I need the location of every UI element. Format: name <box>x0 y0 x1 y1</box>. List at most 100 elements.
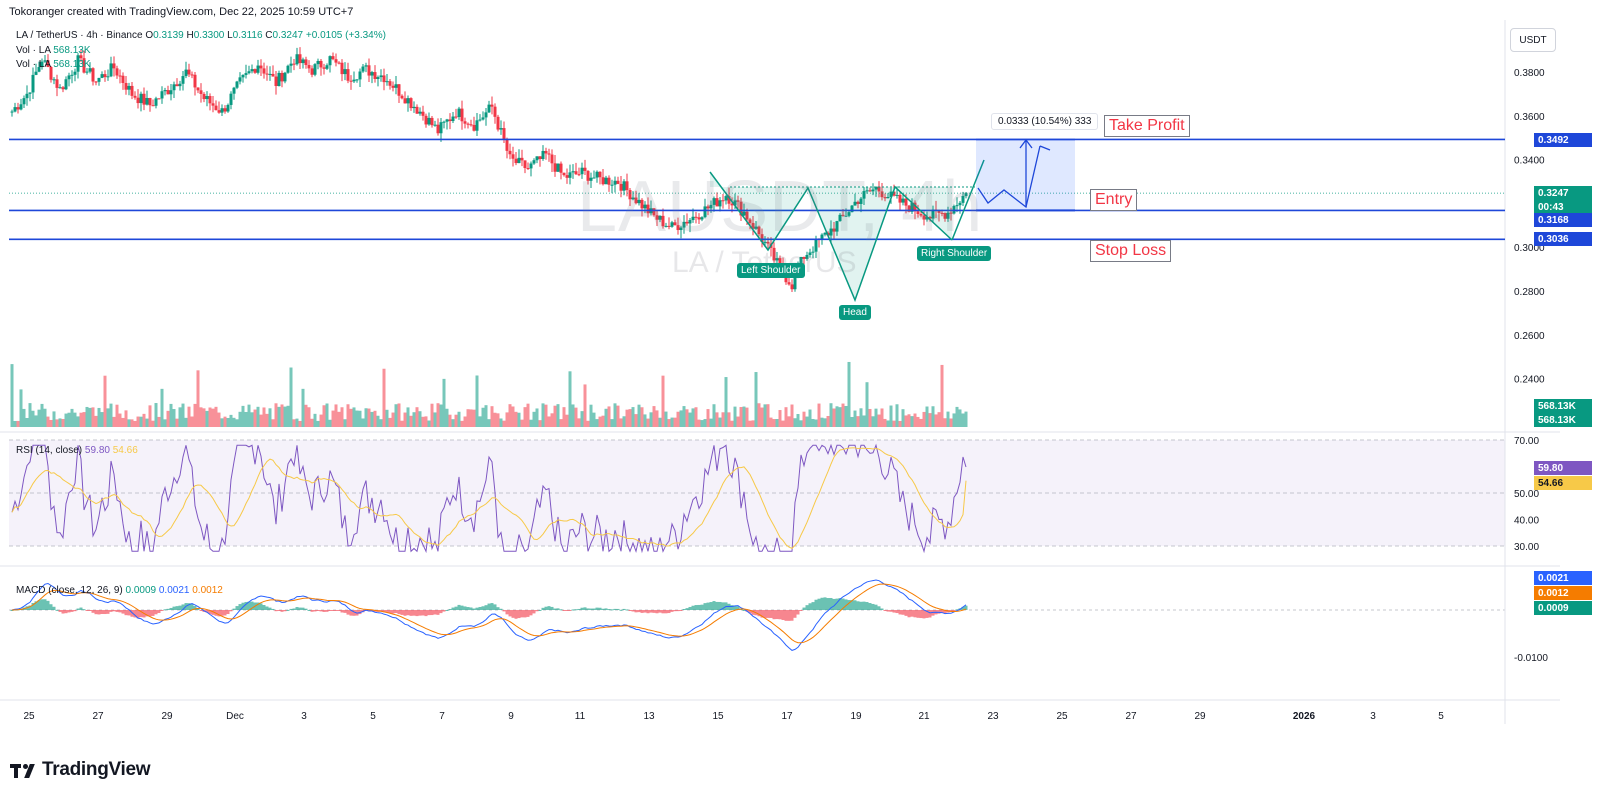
candle <box>157 98 161 100</box>
right-shoulder-label[interactable]: Right Shoulder <box>917 246 992 261</box>
candle <box>193 74 197 88</box>
volume-legend-1[interactable]: Vol · LA 568.13K <box>16 45 91 56</box>
candle <box>466 123 470 125</box>
macd-histogram-bar <box>757 610 761 617</box>
price-axis-tick: 0.2400 <box>1514 375 1545 386</box>
stop-loss-label[interactable]: Stop Loss <box>1090 240 1172 262</box>
volume-bar <box>601 415 605 427</box>
volume-bar <box>397 403 401 427</box>
rsi-legend[interactable]: RSI (14, close) 59.80 54.66 <box>16 445 138 456</box>
change-value: +0.0105 (+3.34%) <box>305 30 386 41</box>
candle <box>76 55 80 72</box>
currency-button[interactable]: USDT <box>1510 28 1556 52</box>
volume-bar <box>562 407 566 427</box>
macd-histogram-bar <box>103 610 107 615</box>
rsi-axis-tick: 40.00 <box>1514 516 1539 527</box>
candle <box>85 71 89 73</box>
volume-bar <box>13 420 17 427</box>
candle <box>37 67 41 72</box>
candle <box>391 85 395 88</box>
macd-histogram-bar <box>961 606 965 610</box>
macd-histogram-bar <box>265 606 269 610</box>
candle <box>568 172 572 178</box>
macd-histogram-bar <box>706 602 710 610</box>
macd-histogram-bar <box>694 605 698 610</box>
candle <box>871 189 875 192</box>
candle <box>658 215 662 220</box>
macd-histogram-bar <box>517 610 521 619</box>
candle <box>721 200 725 202</box>
time-axis-tick: 25 <box>1056 711 1068 722</box>
volume-bar <box>415 407 419 427</box>
macd-histogram-bar <box>409 610 413 616</box>
volume-bar <box>754 372 758 427</box>
candle <box>250 69 254 72</box>
candle <box>16 107 20 110</box>
macd-histogram-bar <box>154 610 158 615</box>
pattern-area <box>710 172 952 300</box>
volume-bar <box>952 413 956 427</box>
candle <box>310 68 314 75</box>
macd-histogram-bar <box>751 610 755 615</box>
volume-bar <box>328 419 332 427</box>
volume-bar <box>346 404 350 427</box>
volume-bar <box>166 410 170 427</box>
take-profit-label[interactable]: Take Profit <box>1104 115 1190 137</box>
macd-histogram-bar <box>568 610 572 611</box>
macd-signal-line <box>11 583 967 644</box>
volume-bar <box>364 408 368 427</box>
volume-bar <box>799 420 803 427</box>
tradingview-logo[interactable]: TradingView <box>10 759 151 781</box>
volume-bar <box>325 403 329 427</box>
candle <box>115 68 119 76</box>
volume-bar <box>157 416 161 427</box>
candle <box>580 167 584 175</box>
macd-histogram-bar <box>829 597 833 610</box>
candle <box>55 79 59 88</box>
symbol-legend[interactable]: LA / TetherUS · 4h · Binance O0.3139 H0.… <box>16 30 386 41</box>
candle <box>592 177 596 179</box>
macd-histogram-bar <box>868 603 872 610</box>
candle <box>325 65 329 69</box>
macd-histogram-bar <box>610 609 614 611</box>
candle <box>898 194 902 203</box>
candle <box>103 74 107 78</box>
candle <box>139 93 143 104</box>
macd-histogram-bar <box>646 610 650 614</box>
candle <box>403 98 407 104</box>
volume-bar <box>955 406 959 427</box>
macd-histogram-bar <box>166 608 170 610</box>
macd-histogram-bar <box>586 608 590 610</box>
head-label[interactable]: Head <box>839 305 871 320</box>
candle <box>142 93 146 105</box>
left-shoulder-label[interactable]: Left Shoulder <box>737 263 805 278</box>
volume-bar <box>109 403 113 427</box>
candle <box>19 104 23 110</box>
volume-bar <box>964 411 968 427</box>
macd-histogram-bar <box>49 604 53 610</box>
candle <box>271 73 275 77</box>
macd-histogram-bar <box>865 602 869 610</box>
measure-label[interactable]: 0.0333 (10.54%) 333 <box>991 113 1099 130</box>
candle <box>604 177 608 185</box>
entry-label[interactable]: Entry <box>1090 189 1138 211</box>
macd-line-legend-value: 0.0021 <box>158 585 190 596</box>
candle <box>202 93 206 100</box>
candle <box>577 174 581 176</box>
macd-histogram-bar <box>544 606 548 610</box>
volume-bar <box>853 410 857 427</box>
volume-bar <box>76 416 80 427</box>
macd-legend[interactable]: MACD (close, 12, 26, 9) 0.0009 0.0021 0.… <box>16 585 223 596</box>
volume-bar <box>481 407 485 427</box>
macd-histogram-bar <box>727 603 731 610</box>
time-axis-tick: 27 <box>1125 711 1137 722</box>
macd-histogram-bar <box>250 601 254 610</box>
candle <box>514 158 518 164</box>
macd-histogram-bar <box>382 610 386 613</box>
volume-bar <box>898 420 902 427</box>
candle <box>259 65 263 69</box>
volume-legend-2[interactable]: Vol · LA 568.13K <box>16 59 91 70</box>
macd-histogram-bar <box>385 610 389 613</box>
macd-histogram-bar <box>196 608 200 610</box>
